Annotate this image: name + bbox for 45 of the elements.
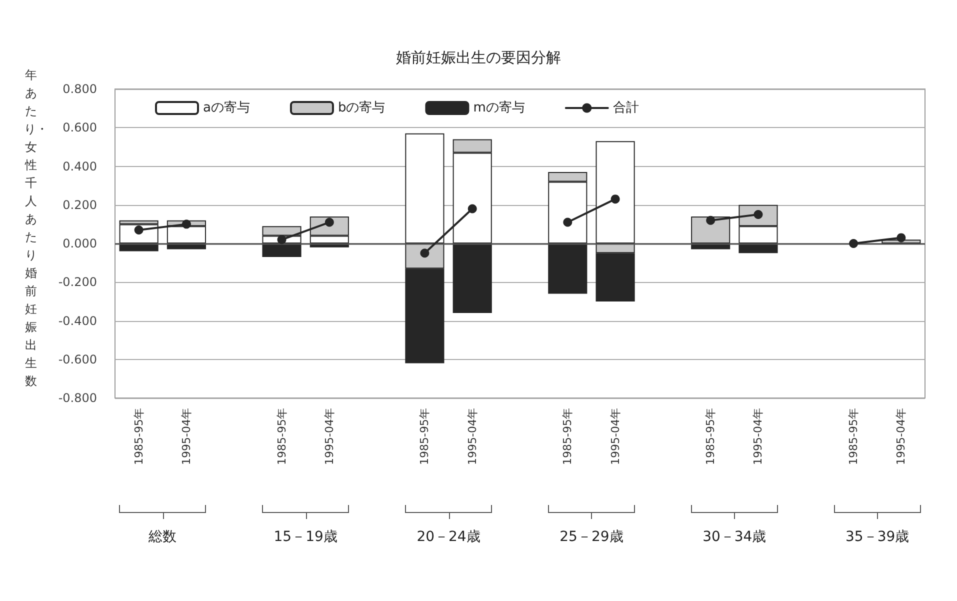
y-tick-label: -0.400 [58, 314, 97, 328]
point [182, 220, 191, 229]
x-tick-label: 1985-95年 [847, 408, 860, 465]
x-tick-label: 1985-95年 [561, 408, 574, 465]
text: 15－19歳 [272, 528, 338, 546]
point [420, 248, 430, 258]
y-tick-label: 0.000 [62, 236, 97, 250]
x-tick-label: 1995-04年 [180, 408, 193, 465]
y-tick-label: 0.400 [62, 159, 97, 174]
point [324, 218, 334, 227]
x-tick-label: 1995-04年 [466, 408, 479, 465]
x-tick-label: 1995-04年 [752, 408, 765, 465]
text: 35－39歳 [844, 528, 910, 546]
text: 30－34歳 [702, 528, 768, 546]
point [754, 210, 763, 220]
y-tick-label: 0.800 [62, 82, 97, 96]
x-tick-label: 1995-04年 [322, 408, 336, 465]
x-tick-label: 1985-95年 [132, 408, 146, 465]
x-tick-label: 1995-04年 [894, 408, 908, 465]
text: 20－24歳 [416, 528, 482, 546]
text: 25－29歳 [558, 528, 624, 546]
legend-label: bの寄与 [338, 100, 386, 116]
y-tick-label: -0.800 [58, 391, 97, 405]
y-tick-label: 0.200 [62, 198, 97, 212]
y-tick-label: 0.600 [62, 120, 97, 135]
legend-label: aの寄与 [203, 100, 250, 116]
chart-title: 婚前妊娠出生の要因分解 [396, 48, 561, 66]
x-tick-label: 1985-95年 [704, 408, 718, 465]
x-tick-label: 1995-04年 [608, 408, 622, 465]
point [896, 233, 906, 242]
point [277, 235, 286, 244]
text: 総数 [148, 528, 178, 546]
point [468, 204, 477, 214]
text: 年あたり・女性千人あたり婚前妊娠出生数 [24, 68, 48, 388]
x-tick-label: 1985-95年 [275, 408, 288, 465]
point [134, 225, 144, 234]
point [610, 194, 620, 204]
legend-label: 合計 [612, 100, 639, 116]
point [563, 218, 572, 227]
legend-label: mの寄与 [473, 100, 525, 116]
point [706, 216, 716, 225]
y-tick-label: -0.600 [58, 352, 97, 366]
x-tick-label: 1985-95年 [418, 408, 432, 465]
y-tick-label: -0.200 [58, 275, 97, 290]
point [849, 239, 858, 248]
